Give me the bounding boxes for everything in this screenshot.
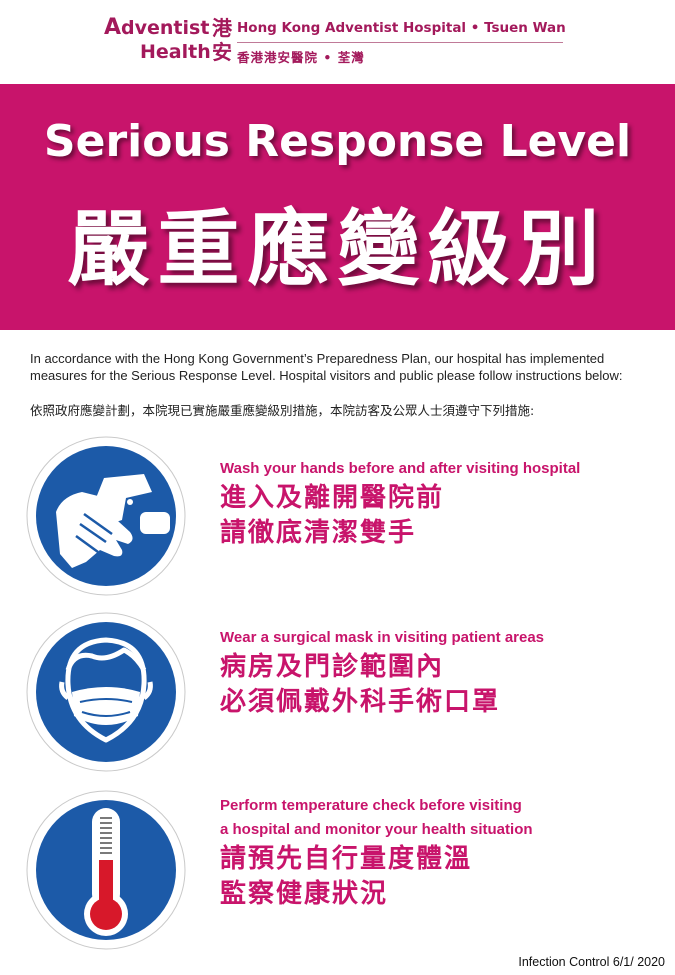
logo-brand-han: 港安	[212, 16, 232, 64]
hospital-name-en: Hong Kong Adventist Hospital • Tsuen Wan	[237, 20, 566, 36]
intro-text-zh: 依照政府應變計劃，本院現已實施嚴重應變級別措施，本院訪客及公眾人士須遵守下列措施…	[30, 403, 535, 418]
instruction-face-mask: Wear a surgical mask in visiting patient…	[220, 626, 660, 720]
hospital-name-zh: 香港港安醫院 • 荃灣	[237, 50, 365, 65]
hand-washing-icon	[26, 436, 186, 596]
instruction-zh: 病房及門診範圍內	[220, 652, 445, 682]
logo-brand-adventist: Adventist	[104, 16, 209, 40]
instruction-en: Wear a surgical mask in visiting patient…	[220, 629, 545, 646]
instruction-en: Perform temperature check before visitin…	[220, 797, 522, 814]
instruction-hand-washing: Wash your hands before and after visitin…	[220, 457, 660, 551]
instruction-zh: 請徹底清潔雙手	[220, 518, 417, 548]
logo-brand-health: Health	[140, 41, 211, 63]
instruction-zh: 必須佩戴外科手術口罩	[220, 687, 501, 717]
footer-note: Infection Control 6/1/ 2020	[518, 955, 665, 969]
logo-brand-a: A	[104, 15, 122, 40]
thermometer-icon	[26, 790, 186, 950]
instruction-temperature: Perform temperature check before visitin…	[220, 794, 660, 912]
face-mask-icon	[26, 612, 186, 772]
instruction-zh: 監察健康狀況	[220, 879, 389, 909]
instruction-en: a hospital and monitor your health situa…	[220, 821, 533, 838]
response-level-banner: Serious Response Level 嚴重應變級別	[0, 84, 675, 330]
instruction-zh: 進入及離開醫院前	[220, 483, 445, 513]
intro-text-en: In accordance with the Hong Kong Governm…	[30, 351, 623, 383]
instruction-en: Wash your hands before and after visitin…	[220, 460, 581, 477]
instruction-zh: 請預先自行量度體溫	[220, 844, 473, 874]
logo-brand-rest: dventist	[121, 17, 210, 39]
logo-divider	[237, 42, 563, 43]
banner-title-en: Serious Response Level	[43, 116, 632, 167]
banner-title-zh: 嚴重應變級別	[67, 202, 608, 297]
hospital-logo: Adventist Health 港安 Hong Kong Adventist …	[104, 16, 574, 68]
